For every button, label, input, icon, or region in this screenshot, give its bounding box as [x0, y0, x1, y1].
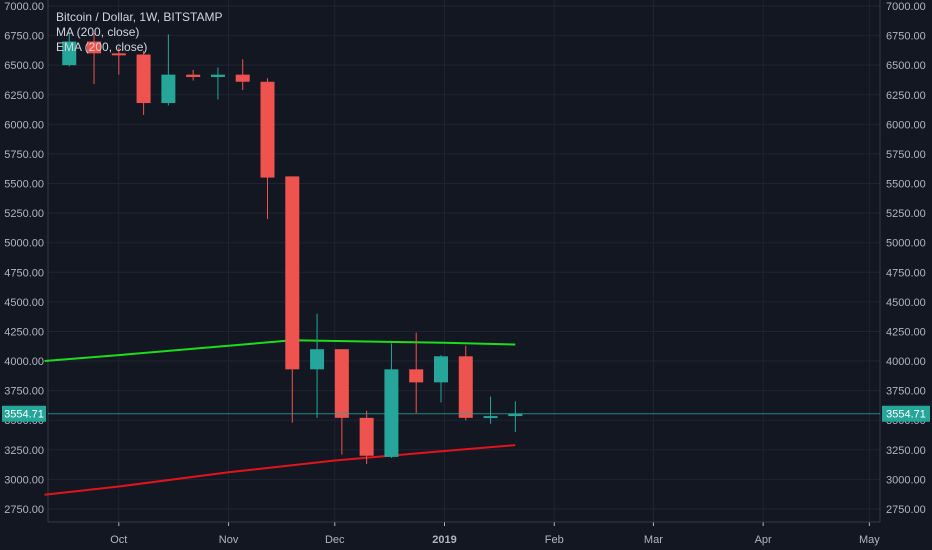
candle-body [359, 417, 374, 456]
y-tick-label-right: 3000.00 [886, 474, 926, 486]
y-tick-label-left: 5250.00 [4, 208, 44, 220]
candle-body [508, 413, 523, 417]
candles [62, 33, 523, 465]
x-tick-label: Apr [755, 534, 772, 546]
x-tick-label: Dec [325, 534, 345, 546]
candle [210, 67, 225, 100]
y-tick-label-left: 6750.00 [4, 31, 44, 43]
legend-title[interactable]: Bitcoin / Dollar, 1W, BITSTAMP [56, 10, 223, 24]
y-tick-label-left: 7000.00 [4, 1, 44, 13]
y-tick-label-left: 5750.00 [4, 149, 44, 161]
candle [186, 69, 201, 81]
candle [161, 34, 176, 106]
y-tick-label-left: 4250.00 [4, 326, 44, 338]
last-price-badge-left [2, 405, 46, 422]
y-tick-label-left: 6250.00 [4, 90, 44, 102]
y-tick-label-right: 6750.00 [886, 31, 926, 43]
y-tick-label-right: 6000.00 [886, 119, 926, 131]
y-tick-label-right: 3250.00 [886, 445, 926, 457]
y-tick-label-right: 3750.00 [886, 386, 926, 398]
y-tick-label-right: 7000.00 [886, 1, 926, 13]
y-tick-label-right: 4250.00 [886, 326, 926, 338]
candle [359, 410, 374, 465]
candle [235, 59, 250, 91]
y-tick-label-left: 4750.00 [4, 267, 44, 279]
y-tick-label-left: 5000.00 [4, 238, 44, 250]
candle-body [186, 74, 201, 78]
legend-ema[interactable]: EMA (200, close) [56, 40, 148, 54]
candle-body [87, 41, 102, 54]
y-tick-label-right: 4500.00 [886, 297, 926, 309]
candle-body [161, 74, 176, 104]
candle [483, 396, 498, 424]
candle [508, 401, 523, 433]
y-tick-label-right: 5250.00 [886, 208, 926, 220]
last-price-badge-right [882, 405, 930, 422]
y-tick-label-left: 6500.00 [4, 60, 44, 72]
chart-legend: Bitcoin / Dollar, 1W, BITSTAMP MA (200, … [56, 10, 223, 55]
candle-body [235, 74, 250, 82]
candle [384, 343, 399, 459]
y-tick-label-right: 2750.00 [886, 504, 926, 516]
ema-200-layer [44, 444, 516, 496]
candle [433, 355, 448, 403]
candle-body [62, 41, 77, 66]
x-tick-label: Nov [219, 534, 239, 546]
candle-body [409, 369, 424, 383]
y-tick-label-left: 5500.00 [4, 179, 44, 191]
candle [334, 349, 349, 455]
grid [48, 0, 880, 522]
candle-body [433, 356, 448, 383]
x-tick-label: 2019 [432, 534, 456, 546]
candle [87, 33, 102, 85]
y-tick-label-right: 4750.00 [886, 267, 926, 279]
candle [285, 176, 300, 423]
y-tick-label-right: 5000.00 [886, 238, 926, 250]
y-tick-label-right: 6250.00 [886, 90, 926, 102]
candle-body [334, 349, 349, 418]
y-tick-label-right: 5750.00 [886, 149, 926, 161]
y-tick-label-left: 3250.00 [4, 445, 44, 457]
legend-ma[interactable]: MA (200, close) [56, 25, 140, 39]
axes: 2750.00 2750.00 3000.00 3000.00 3250.00 3250.… [4, 0, 926, 546]
x-tick-label: Mar [644, 534, 663, 546]
candle-body [285, 176, 300, 370]
y-tick-label-left: 4000.00 [4, 356, 44, 368]
last-price-label-left: 3554.71 [4, 409, 44, 421]
y-tick-label-right: 6500.00 [886, 60, 926, 72]
x-tick-label: May [859, 534, 880, 546]
ema-200-line [44, 444, 516, 496]
candle-body [483, 416, 498, 419]
candle [310, 313, 325, 418]
candle-body [310, 349, 325, 370]
candle-body [384, 369, 399, 457]
y-tick-label-left: 3750.00 [4, 386, 44, 398]
candle-body [136, 54, 151, 104]
candle-body [260, 81, 275, 178]
candle-body [458, 356, 473, 418]
y-tick-label-left: 4500.00 [4, 297, 44, 309]
y-tick-label-left: 2750.00 [4, 504, 44, 516]
y-tick-label-right: 4000.00 [886, 356, 926, 368]
candle [62, 33, 77, 67]
candle-body [210, 74, 225, 78]
candle [409, 332, 424, 414]
candle [136, 50, 151, 115]
x-tick-label: Oct [110, 534, 127, 546]
y-tick-label-right: 5500.00 [886, 179, 926, 191]
y-tick-label-left: 6000.00 [4, 119, 44, 131]
candle [458, 345, 473, 421]
candle [260, 78, 275, 220]
last-price-label-right: 3554.71 [886, 409, 926, 421]
last-price-layer: 3554.71 3554.71 [2, 405, 930, 422]
candle-body [111, 53, 126, 56]
x-tick-label: Feb [545, 534, 564, 546]
y-tick-label-left: 3000.00 [4, 474, 44, 486]
candle [111, 47, 126, 75]
